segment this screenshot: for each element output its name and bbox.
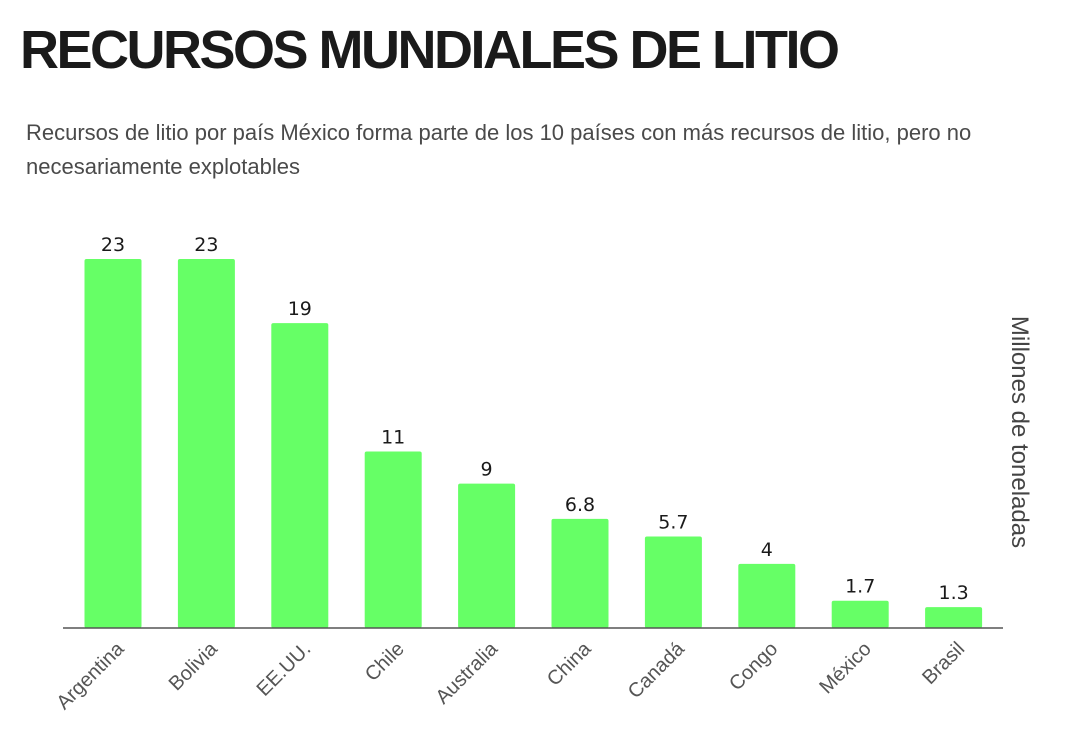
value-label: 11 (381, 427, 405, 449)
value-labels-group: 23 23 19 11 9 6.8 5.7 4 1.7 1.3 (101, 234, 969, 604)
category-label: Australia (432, 637, 503, 708)
chart-title: RECURSOS MUNDIALES DE LITIO (20, 20, 840, 80)
value-label: 9 (481, 459, 493, 481)
value-label: 4 (761, 539, 773, 561)
category-label: México (815, 638, 875, 698)
category-label: EE.UU. (253, 638, 316, 701)
bars-group (84, 259, 983, 628)
value-label: 23 (101, 234, 125, 256)
bar (925, 607, 983, 628)
value-label: 19 (288, 298, 312, 320)
category-label: China (543, 637, 596, 690)
category-label: Chile (361, 638, 409, 686)
y-axis-label: Millones de toneladas (1006, 316, 1033, 548)
category-label: Argentina (52, 637, 129, 714)
value-label: 1.7 (845, 576, 875, 598)
value-label: 5.7 (658, 512, 688, 534)
bar (458, 483, 516, 628)
bar (644, 536, 702, 628)
bar (364, 451, 422, 628)
category-labels-group: Argentina Bolivia EE.UU. Chile Australia Chin… (52, 637, 969, 714)
category-label: Congo (725, 638, 782, 695)
value-label: 1.3 (938, 582, 968, 604)
bar (738, 563, 796, 628)
bar (84, 259, 142, 628)
category-label: Canadá (624, 637, 690, 703)
bar (177, 259, 235, 628)
value-label: 6.8 (565, 494, 595, 516)
bar (271, 323, 329, 628)
value-label: 23 (194, 234, 218, 256)
category-label: Brasil (918, 638, 969, 689)
chart-subtitle: Recursos de litio por país México forma … (26, 120, 972, 179)
bar (831, 600, 889, 628)
bar (551, 518, 609, 628)
category-label: Bolivia (165, 637, 223, 695)
